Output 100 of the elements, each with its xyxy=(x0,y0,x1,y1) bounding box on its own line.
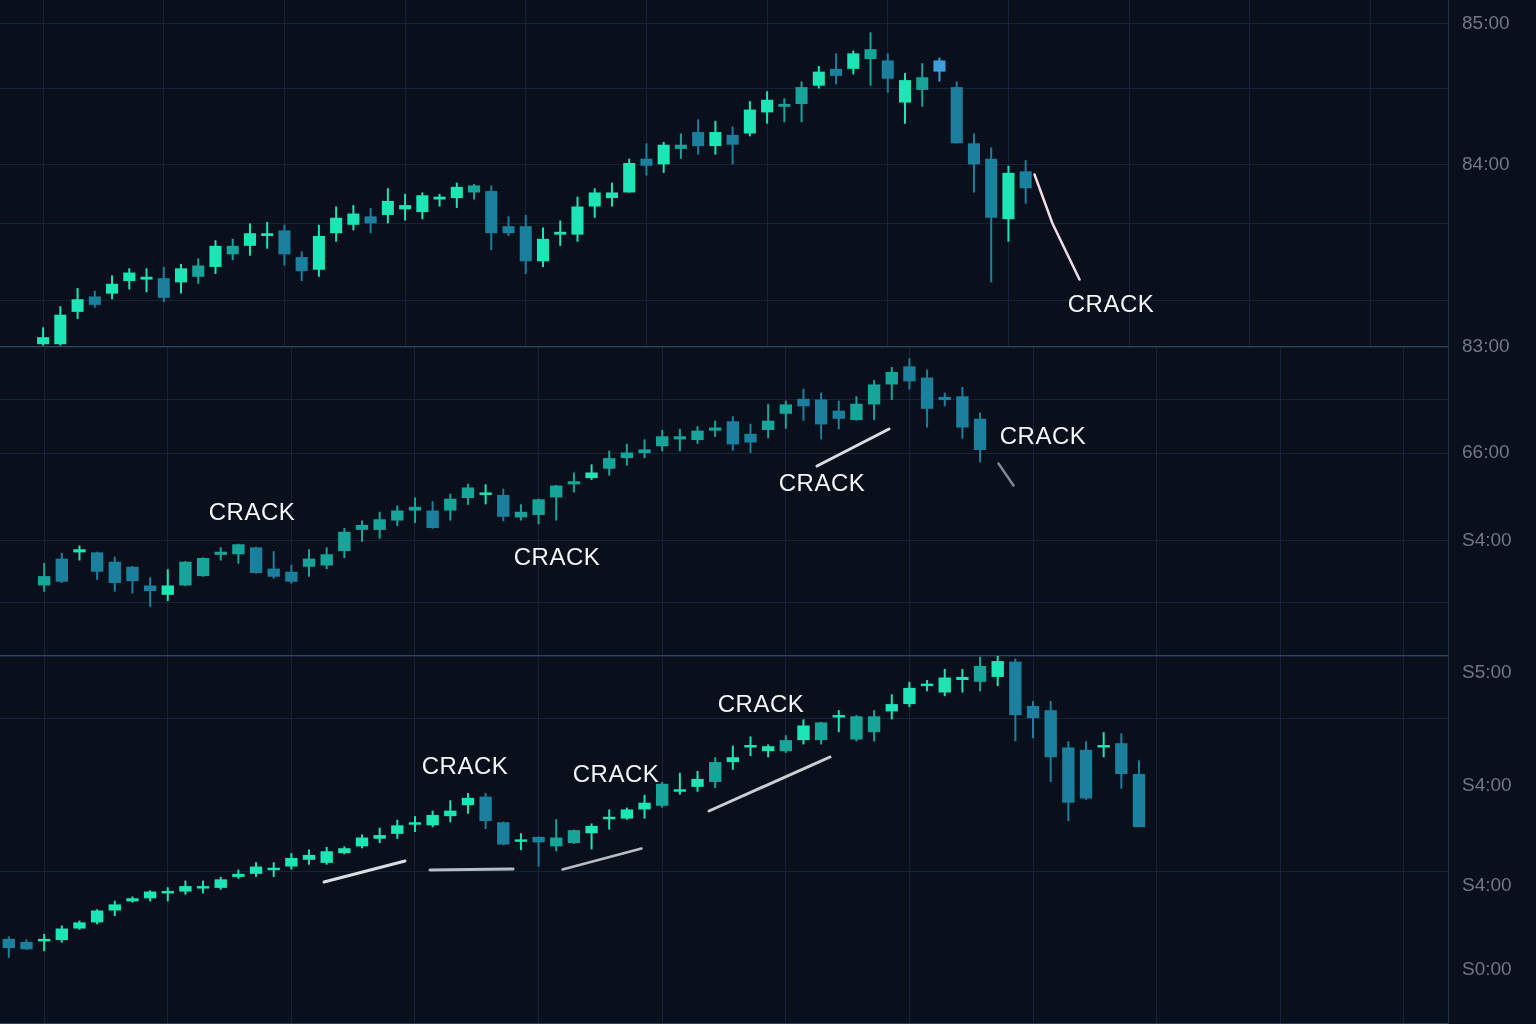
candlestick xyxy=(933,56,946,83)
candlestick xyxy=(536,226,550,268)
candlestick xyxy=(885,693,898,721)
text: S5:00 xyxy=(1462,660,1512,682)
candlestick xyxy=(864,31,877,87)
candlestick xyxy=(673,771,687,796)
candlestick xyxy=(832,399,845,431)
candlestick xyxy=(399,192,412,222)
y-tick-label: 84:00 xyxy=(1462,152,1510,174)
candlestick xyxy=(479,483,492,506)
candlestick xyxy=(497,487,510,523)
candlestick xyxy=(196,556,210,578)
candlestick xyxy=(832,709,845,734)
candlestick xyxy=(847,49,860,76)
candlestick xyxy=(461,482,475,506)
candlestick xyxy=(674,132,687,160)
candlestick xyxy=(938,667,951,698)
candlestick xyxy=(320,546,333,571)
annotation: CRACK xyxy=(778,469,866,496)
candlestick xyxy=(973,656,987,693)
candlestick xyxy=(106,274,119,301)
candlestick xyxy=(743,100,756,138)
candlestick xyxy=(2,935,16,959)
candlestick xyxy=(692,118,705,156)
candlestick xyxy=(408,496,422,525)
candlestick xyxy=(532,497,545,526)
candlestick xyxy=(726,744,740,771)
candlestick xyxy=(554,219,567,247)
candlestick xyxy=(620,442,634,467)
candlestick xyxy=(37,561,51,593)
candlestick xyxy=(885,365,898,402)
candlestick xyxy=(850,395,863,422)
annotation: CRACK xyxy=(513,543,601,570)
candlestick xyxy=(778,97,791,124)
candlestick xyxy=(143,576,157,608)
candlestick xyxy=(850,714,863,743)
candlestick xyxy=(903,357,916,391)
candlestick xyxy=(898,72,912,125)
candlestick xyxy=(709,119,722,156)
candlestick xyxy=(123,267,136,291)
y-tick-label: 85:00 xyxy=(1462,12,1510,34)
candlestick xyxy=(444,492,457,522)
candlestick xyxy=(726,125,739,166)
annotation: CRACK xyxy=(208,498,296,525)
candlestick xyxy=(161,568,174,603)
candlestick xyxy=(416,191,429,221)
candlestick xyxy=(381,187,394,225)
candlestick xyxy=(1026,700,1040,740)
candlestick xyxy=(391,818,404,840)
candlestick xyxy=(916,62,929,108)
candlestick xyxy=(881,52,894,94)
candlestick xyxy=(174,263,188,295)
candlestick xyxy=(1019,159,1032,205)
candlestick xyxy=(502,215,515,238)
candlestick xyxy=(278,223,291,267)
candlestick xyxy=(795,80,808,124)
candlestick xyxy=(179,560,192,588)
candlestick xyxy=(585,822,598,851)
candlestick xyxy=(226,237,239,261)
candlestick xyxy=(605,181,618,208)
candlestick xyxy=(90,550,104,581)
annotation: CRACK xyxy=(421,752,509,779)
candlestick xyxy=(450,181,463,209)
text: S0:00 xyxy=(1462,957,1512,979)
candlestick xyxy=(192,257,205,285)
candlestick xyxy=(37,326,50,347)
candlestick xyxy=(761,90,774,125)
candlestick xyxy=(603,449,616,477)
candlestick xyxy=(673,427,687,453)
candlestick xyxy=(330,205,343,243)
candlestick xyxy=(726,415,740,452)
candlestick xyxy=(209,239,222,275)
candlestick xyxy=(347,204,360,232)
candlestick xyxy=(243,222,256,257)
candlestick xyxy=(267,550,280,580)
candlestick xyxy=(656,429,669,453)
candlestick xyxy=(640,142,653,177)
candlestick xyxy=(761,402,775,440)
candlestick xyxy=(295,250,308,282)
candlestick xyxy=(567,471,581,494)
candlestick xyxy=(461,791,475,815)
candlestick xyxy=(285,563,298,585)
annotation: CRACK xyxy=(1067,290,1155,317)
candlestick xyxy=(126,565,139,595)
candlestick xyxy=(391,504,404,528)
y-tick-label: 83:00 xyxy=(1462,335,1510,357)
candlestick xyxy=(157,265,170,304)
candlestick xyxy=(71,287,84,320)
annotation: CRACK xyxy=(999,422,1087,449)
annotation: CRACK xyxy=(717,690,805,717)
candlestick xyxy=(140,267,153,294)
candlestick xyxy=(55,552,68,584)
candlestick xyxy=(867,709,881,743)
candlestick xyxy=(903,680,916,709)
candlestick xyxy=(797,718,810,746)
candlestick xyxy=(355,519,369,543)
candlestick xyxy=(426,500,439,530)
y-tick-label: 66:00 xyxy=(1462,441,1510,463)
candlestick xyxy=(656,780,669,809)
y-tick-label: S4:00 xyxy=(1462,528,1512,550)
